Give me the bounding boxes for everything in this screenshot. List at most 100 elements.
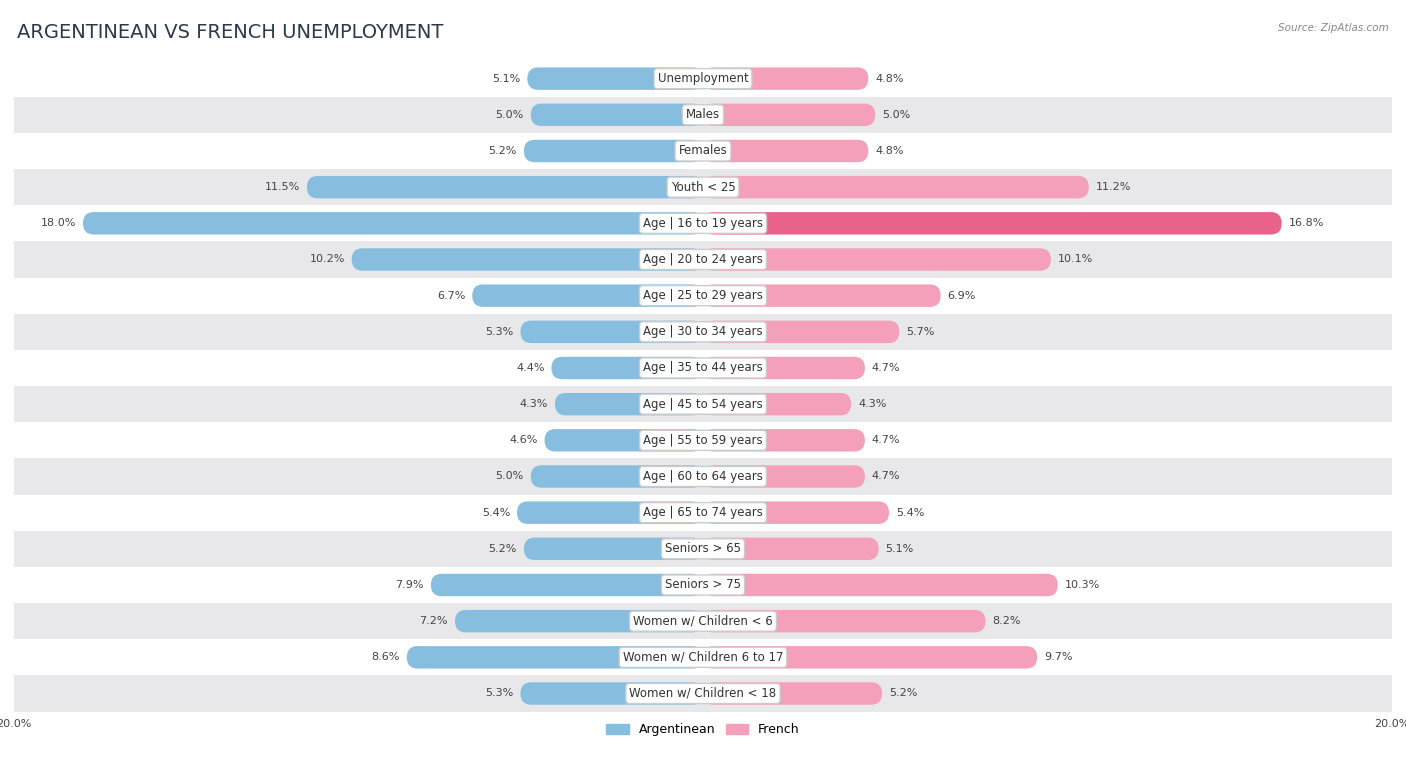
Text: 10.1%: 10.1% xyxy=(1057,254,1092,264)
FancyBboxPatch shape xyxy=(555,393,703,416)
FancyBboxPatch shape xyxy=(83,212,703,235)
Bar xyxy=(14,494,1392,531)
Text: 5.3%: 5.3% xyxy=(485,689,513,699)
Text: Age | 55 to 59 years: Age | 55 to 59 years xyxy=(643,434,763,447)
FancyBboxPatch shape xyxy=(703,501,889,524)
Bar xyxy=(14,241,1392,278)
Bar xyxy=(14,422,1392,459)
FancyBboxPatch shape xyxy=(406,646,703,668)
FancyBboxPatch shape xyxy=(703,67,869,90)
Text: Seniors > 65: Seniors > 65 xyxy=(665,542,741,556)
Text: Age | 35 to 44 years: Age | 35 to 44 years xyxy=(643,362,763,375)
FancyBboxPatch shape xyxy=(517,501,703,524)
Text: 5.4%: 5.4% xyxy=(896,508,924,518)
Bar xyxy=(14,169,1392,205)
FancyBboxPatch shape xyxy=(703,537,879,560)
Text: 5.1%: 5.1% xyxy=(492,73,520,83)
Bar xyxy=(14,567,1392,603)
Text: 5.2%: 5.2% xyxy=(489,146,517,156)
FancyBboxPatch shape xyxy=(703,646,1038,668)
Bar xyxy=(14,97,1392,133)
Text: 4.4%: 4.4% xyxy=(516,363,544,373)
Bar xyxy=(14,531,1392,567)
FancyBboxPatch shape xyxy=(524,140,703,162)
Text: 7.2%: 7.2% xyxy=(419,616,449,626)
FancyBboxPatch shape xyxy=(531,104,703,126)
Text: 16.8%: 16.8% xyxy=(1289,218,1324,229)
Text: Women w/ Children < 6: Women w/ Children < 6 xyxy=(633,615,773,628)
Text: Age | 16 to 19 years: Age | 16 to 19 years xyxy=(643,217,763,230)
FancyBboxPatch shape xyxy=(703,466,865,488)
Text: 4.7%: 4.7% xyxy=(872,363,900,373)
FancyBboxPatch shape xyxy=(703,357,865,379)
Text: 5.2%: 5.2% xyxy=(489,544,517,554)
FancyBboxPatch shape xyxy=(524,537,703,560)
FancyBboxPatch shape xyxy=(456,610,703,632)
Text: 4.6%: 4.6% xyxy=(509,435,537,445)
Text: 5.0%: 5.0% xyxy=(882,110,910,120)
Text: Seniors > 75: Seniors > 75 xyxy=(665,578,741,591)
Text: 8.6%: 8.6% xyxy=(371,653,399,662)
Text: Males: Males xyxy=(686,108,720,121)
FancyBboxPatch shape xyxy=(531,466,703,488)
Text: Age | 60 to 64 years: Age | 60 to 64 years xyxy=(643,470,763,483)
Text: 4.8%: 4.8% xyxy=(875,146,904,156)
Text: 5.0%: 5.0% xyxy=(496,472,524,481)
Text: Unemployment: Unemployment xyxy=(658,72,748,85)
FancyBboxPatch shape xyxy=(352,248,703,271)
Text: Age | 30 to 34 years: Age | 30 to 34 years xyxy=(643,326,763,338)
Text: Women w/ Children < 18: Women w/ Children < 18 xyxy=(630,687,776,700)
Text: 8.2%: 8.2% xyxy=(993,616,1021,626)
Text: 18.0%: 18.0% xyxy=(41,218,76,229)
FancyBboxPatch shape xyxy=(430,574,703,597)
FancyBboxPatch shape xyxy=(527,67,703,90)
FancyBboxPatch shape xyxy=(703,610,986,632)
Text: Age | 45 to 54 years: Age | 45 to 54 years xyxy=(643,397,763,410)
Text: Age | 65 to 74 years: Age | 65 to 74 years xyxy=(643,506,763,519)
Bar xyxy=(14,278,1392,313)
Bar xyxy=(14,459,1392,494)
Text: 5.0%: 5.0% xyxy=(496,110,524,120)
FancyBboxPatch shape xyxy=(307,176,703,198)
Text: 10.2%: 10.2% xyxy=(309,254,344,264)
FancyBboxPatch shape xyxy=(703,176,1088,198)
Text: 4.3%: 4.3% xyxy=(520,399,548,409)
Text: 4.7%: 4.7% xyxy=(872,435,900,445)
Text: 9.7%: 9.7% xyxy=(1045,653,1073,662)
FancyBboxPatch shape xyxy=(551,357,703,379)
FancyBboxPatch shape xyxy=(520,682,703,705)
Bar xyxy=(14,133,1392,169)
Text: 5.2%: 5.2% xyxy=(889,689,917,699)
Bar xyxy=(14,675,1392,712)
FancyBboxPatch shape xyxy=(703,104,875,126)
Text: Source: ZipAtlas.com: Source: ZipAtlas.com xyxy=(1278,23,1389,33)
Text: 11.5%: 11.5% xyxy=(264,182,299,192)
FancyBboxPatch shape xyxy=(544,429,703,451)
Text: 4.3%: 4.3% xyxy=(858,399,886,409)
FancyBboxPatch shape xyxy=(703,248,1050,271)
Text: Youth < 25: Youth < 25 xyxy=(671,181,735,194)
Text: 4.8%: 4.8% xyxy=(875,73,904,83)
FancyBboxPatch shape xyxy=(703,682,882,705)
Bar xyxy=(14,639,1392,675)
Bar xyxy=(14,603,1392,639)
Bar xyxy=(14,205,1392,241)
Bar xyxy=(14,386,1392,422)
Text: Women w/ Children 6 to 17: Women w/ Children 6 to 17 xyxy=(623,651,783,664)
Bar xyxy=(14,313,1392,350)
Text: 6.7%: 6.7% xyxy=(437,291,465,301)
FancyBboxPatch shape xyxy=(703,429,865,451)
FancyBboxPatch shape xyxy=(703,321,900,343)
Text: Age | 25 to 29 years: Age | 25 to 29 years xyxy=(643,289,763,302)
Text: 5.3%: 5.3% xyxy=(485,327,513,337)
Text: 11.2%: 11.2% xyxy=(1095,182,1130,192)
Text: 6.9%: 6.9% xyxy=(948,291,976,301)
Text: 5.1%: 5.1% xyxy=(886,544,914,554)
Text: ARGENTINEAN VS FRENCH UNEMPLOYMENT: ARGENTINEAN VS FRENCH UNEMPLOYMENT xyxy=(17,23,443,42)
FancyBboxPatch shape xyxy=(703,393,851,416)
Text: 5.7%: 5.7% xyxy=(907,327,935,337)
Text: 10.3%: 10.3% xyxy=(1064,580,1099,590)
FancyBboxPatch shape xyxy=(472,285,703,307)
FancyBboxPatch shape xyxy=(703,212,1282,235)
Bar xyxy=(14,350,1392,386)
